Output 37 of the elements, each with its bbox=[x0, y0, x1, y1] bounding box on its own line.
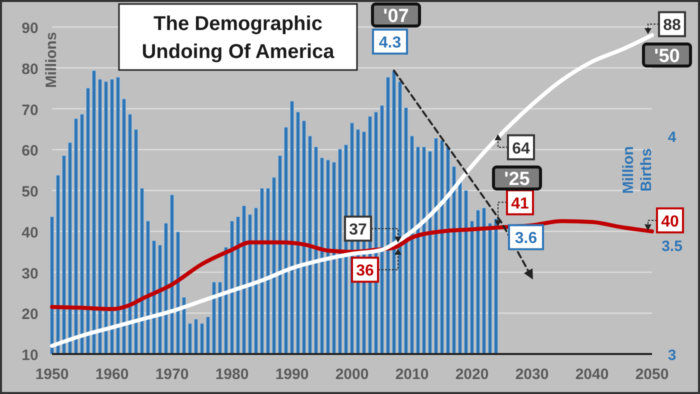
x-tick-label: 1980 bbox=[215, 366, 249, 383]
data-label: 4.3 bbox=[378, 34, 402, 52]
x-tick-label: 2030 bbox=[515, 366, 549, 383]
y-tick-label: 70 bbox=[22, 102, 38, 119]
y2-tick-label: 3.5 bbox=[662, 238, 682, 255]
text: '50 bbox=[654, 46, 680, 67]
data-label: 40 bbox=[661, 213, 679, 230]
y-tick-label: 80 bbox=[22, 60, 38, 78]
y-tick-label: 30 bbox=[22, 265, 38, 282]
x-tick-label: 1960 bbox=[95, 366, 129, 383]
y-tick-label: 40 bbox=[22, 224, 38, 242]
y-tick-label: 10 bbox=[22, 347, 38, 364]
x-tick-label: 1990 bbox=[275, 366, 309, 383]
x-tick-label: 1950 bbox=[35, 366, 69, 383]
data-label: 3.6 bbox=[514, 230, 538, 248]
x-tick-label: 2050 bbox=[635, 366, 669, 383]
x-tick-label: 2010 bbox=[395, 366, 429, 383]
y-tick-label: 90 bbox=[22, 20, 38, 37]
y-tick-label: 60 bbox=[22, 142, 38, 160]
annotation: '07 bbox=[383, 6, 409, 27]
data-label: 36 bbox=[356, 262, 374, 280]
y-tick-label: 50 bbox=[22, 184, 38, 200]
y2-tick-label: 3 bbox=[668, 347, 676, 364]
y-tick-label: 20 bbox=[22, 306, 38, 324]
x-tick-label: 1970 bbox=[155, 366, 189, 383]
data-label: 41 bbox=[511, 195, 529, 212]
annotation: '25 bbox=[504, 169, 530, 190]
x-tick-label: 2040 bbox=[575, 366, 609, 383]
chart-title: The Demographic Undoing Of America bbox=[142, 13, 336, 63]
data-label: 37 bbox=[349, 222, 367, 239]
y-axis-title: Millions bbox=[43, 32, 60, 88]
x-tick-label: 2020 bbox=[455, 366, 489, 383]
y2-axis-title: Million Births bbox=[620, 146, 655, 194]
y2-tick-label: 4 bbox=[668, 129, 677, 146]
x-tick-label: 2000 bbox=[335, 366, 369, 383]
data-label: 64 bbox=[512, 140, 530, 158]
data-label: 88 bbox=[663, 17, 681, 34]
